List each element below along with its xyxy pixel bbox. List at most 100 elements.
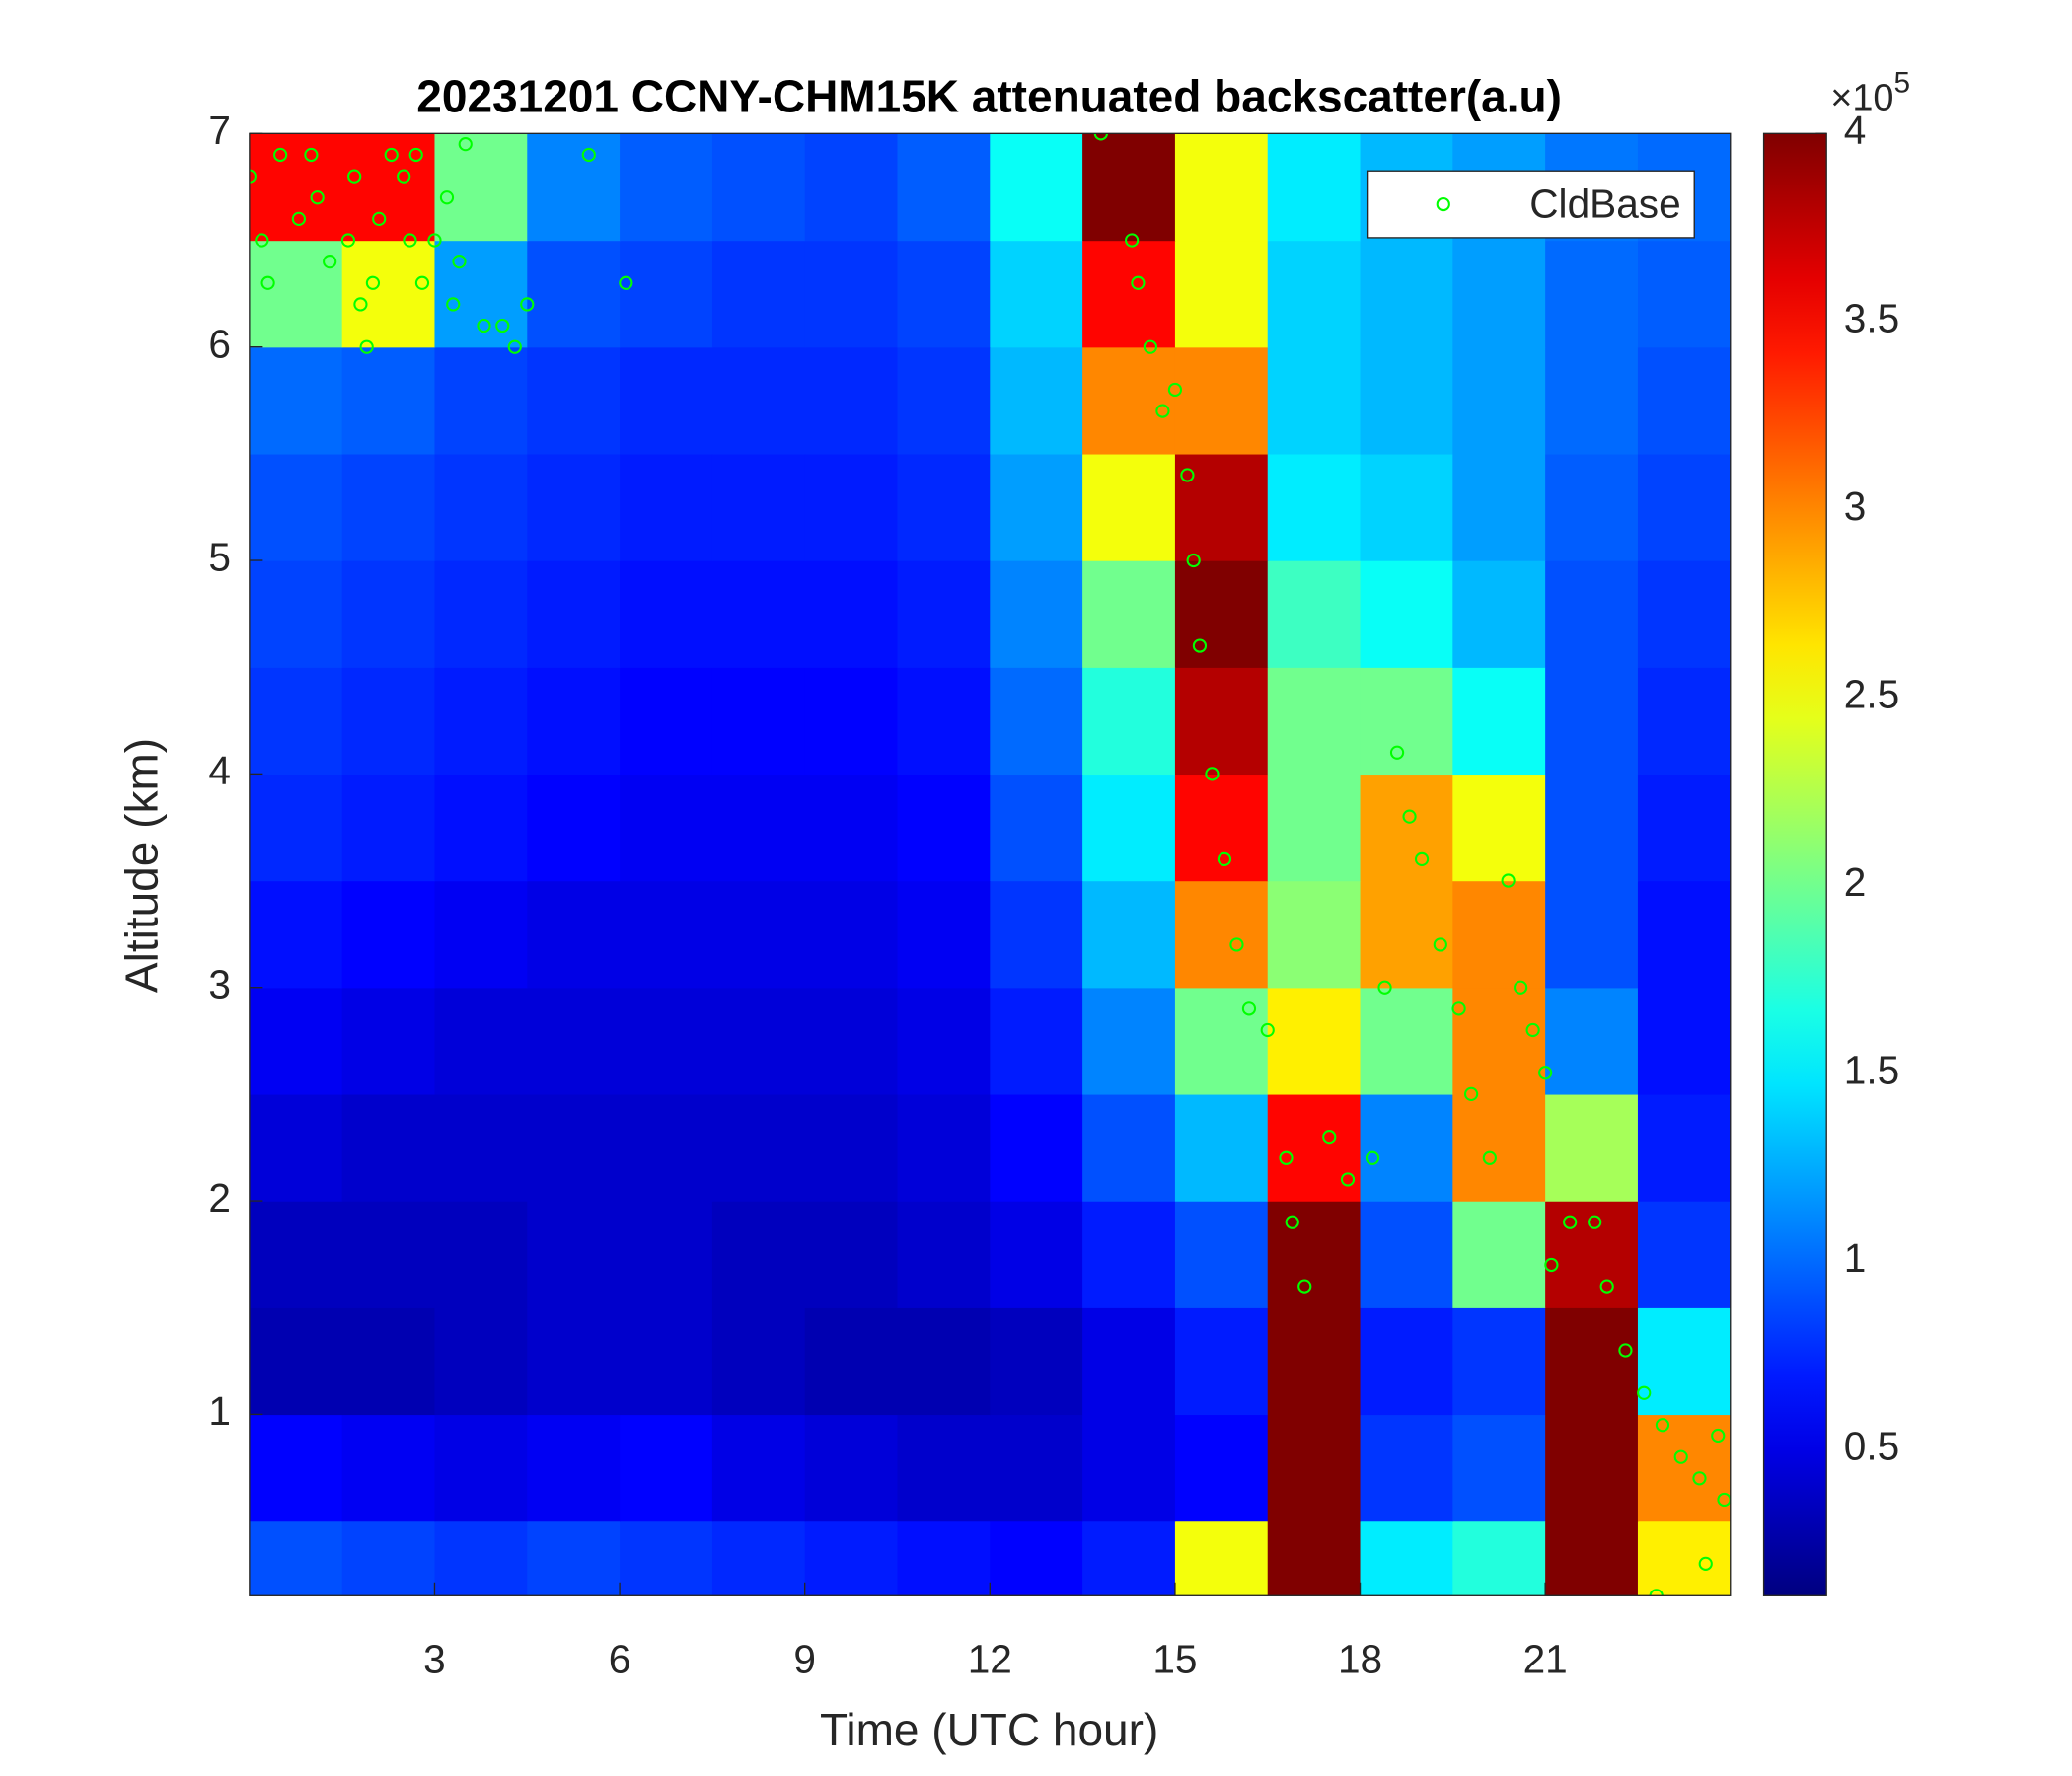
cloud-base-point <box>1563 1215 1578 1229</box>
heatmap-cell <box>711 1307 806 1416</box>
heatmap-cell <box>620 1520 713 1596</box>
heatmap-cell <box>1267 1307 1362 1416</box>
cloud-base-point <box>446 297 461 312</box>
heatmap-cell <box>1267 240 1362 348</box>
heatmap-cell <box>1267 1093 1362 1202</box>
heatmap-cell <box>897 1414 991 1522</box>
heatmap-cell <box>990 1520 1083 1596</box>
heatmap-cell <box>1082 1307 1176 1416</box>
cloud-base-point <box>1285 1215 1299 1229</box>
heatmap-cell <box>1637 667 1731 776</box>
heatmap-cell <box>249 1201 343 1308</box>
cloud-base-point <box>397 169 411 184</box>
heatmap-cell <box>711 1414 806 1522</box>
heatmap-cell <box>1545 240 1639 348</box>
cloud-base-point <box>1402 809 1417 824</box>
heatmap-cell <box>341 1307 436 1416</box>
heatmap-cell <box>434 1520 528 1596</box>
heatmap-cell <box>527 1201 621 1308</box>
heatmap-cell <box>434 667 528 776</box>
heatmap-cell <box>434 133 528 242</box>
heatmap-cell <box>249 346 343 455</box>
cloud-base-point <box>340 233 356 248</box>
cloud-base-point <box>1217 851 1232 867</box>
heatmap-cell <box>1267 1414 1362 1522</box>
heatmap-cell <box>341 987 436 1095</box>
heatmap-cell <box>1174 774 1269 882</box>
heatmap-cell <box>1452 1520 1546 1596</box>
heatmap-cell <box>897 560 991 668</box>
heatmap-cell <box>1637 1414 1731 1522</box>
heatmap-cell <box>1360 560 1454 668</box>
heatmap-cell <box>1174 667 1269 776</box>
x-tick-label: 9 <box>793 1637 816 1682</box>
heatmap-cell <box>1267 774 1362 882</box>
heatmap-cell <box>249 1520 343 1596</box>
heatmap-cell <box>434 1093 528 1202</box>
heatmap-cell <box>1174 1414 1269 1522</box>
heatmap-cell <box>1452 346 1546 455</box>
heatmap-cell <box>990 880 1083 989</box>
heatmap-cell <box>1174 1307 1269 1416</box>
heatmap-cell <box>1360 880 1454 989</box>
heatmap-cell <box>897 987 991 1095</box>
heatmap-cell <box>1452 1093 1546 1202</box>
heatmap-cell <box>620 1093 713 1202</box>
heatmap-cell <box>1452 774 1546 882</box>
heatmap-cell <box>1082 240 1176 348</box>
heatmap-cell <box>1545 453 1639 561</box>
x-tick-label: 6 <box>609 1637 631 1682</box>
cloud-base-point <box>1588 1215 1602 1229</box>
heatmap-cell <box>620 1307 713 1416</box>
cloud-base-point <box>507 339 522 354</box>
heatmap-cell <box>341 453 436 561</box>
heatmap-cell <box>804 240 899 348</box>
heatmap-cell <box>711 346 806 455</box>
cloud-base-point <box>520 297 535 312</box>
heatmap-cell <box>434 1307 528 1416</box>
heatmap-cell <box>620 1414 713 1522</box>
heatmap-cell <box>527 1093 621 1202</box>
cloud-base-point <box>323 255 337 269</box>
heatmap-cell <box>527 987 621 1095</box>
cloud-base-point <box>1377 980 1392 995</box>
cloud-base-point <box>427 233 442 248</box>
heatmap-cell <box>1545 880 1639 989</box>
heatmap-cell <box>527 880 621 989</box>
heatmap-cell <box>804 560 899 668</box>
y-tick-label: 5 <box>208 535 231 580</box>
heatmap-cell <box>1637 1520 1731 1596</box>
heatmap-cell <box>990 1307 1083 1416</box>
heatmap-cell <box>1082 1201 1176 1308</box>
cloud-base-point <box>1155 404 1170 418</box>
heatmap-cell <box>1082 1093 1176 1202</box>
heatmap-cell <box>711 453 806 561</box>
heatmap-cell <box>527 774 621 882</box>
cloud-base-point <box>353 297 368 312</box>
x-tick-label: 12 <box>968 1637 1012 1682</box>
heatmap-cell <box>1082 1520 1176 1596</box>
heatmap-cell <box>434 1201 528 1308</box>
heatmap-cell <box>1360 987 1454 1095</box>
cloud-base-point <box>1451 1001 1466 1016</box>
cloud-base-point <box>273 147 288 163</box>
legend-box <box>1366 170 1695 239</box>
cloud-base-point <box>1544 1257 1559 1273</box>
heatmap-cell <box>990 346 1083 455</box>
legend-marker <box>1436 196 1450 212</box>
cloud-base-point <box>1143 339 1158 354</box>
heatmap-cell <box>897 240 991 348</box>
heatmap-cell <box>1082 346 1176 455</box>
heatmap-cell <box>434 880 528 989</box>
colorbar-tick-label: 4 <box>1844 108 1867 153</box>
heatmap-cell <box>1174 560 1269 668</box>
heatmap-cell <box>527 453 621 561</box>
cloud-base-point <box>1241 1001 1257 1016</box>
heatmap-cell <box>711 1201 806 1308</box>
heatmap-cell <box>1545 774 1639 882</box>
chart-title: 20231201 CCNY-CHM15K attenuated backscat… <box>416 71 1562 122</box>
heatmap-cell <box>1082 987 1176 1095</box>
heatmap <box>249 133 1731 1596</box>
heatmap-cell <box>620 560 713 668</box>
